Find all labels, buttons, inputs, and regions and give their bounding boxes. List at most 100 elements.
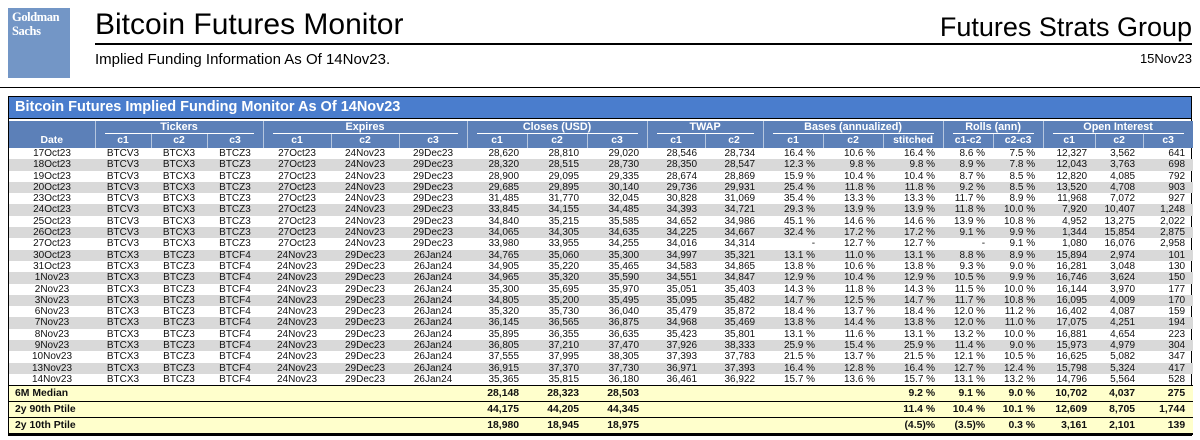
table-cell: 34,583 [666, 260, 698, 272]
table-cell: 194 [1143, 317, 1194, 329]
table-cell: BTCX3 [106, 260, 140, 272]
table-row: 20Oct23 BTCV3 BTCX3 BTCZ3 27Oct23 24Nov23 29De… [9, 181, 1194, 194]
table-cell: 35,200 [527, 294, 588, 307]
table-cell: 7,072 [1110, 193, 1136, 205]
table-cell: 9.3 % [959, 260, 986, 272]
table-cell: 24Nov23 [344, 215, 386, 227]
table-cell: 29Dec23 [331, 317, 399, 329]
table-cell: 7Nov23 [9, 317, 95, 329]
table-cell: 37,730 [587, 362, 648, 374]
summary-cell [151, 401, 207, 418]
column-header: c2-c3 [993, 134, 1044, 148]
funding-monitor-panel: Bitcoin Futures Implied Funding Monitor … [8, 96, 1194, 437]
summary-cell: 10.4 % [943, 401, 994, 418]
table-cell: 35,730 [548, 306, 580, 318]
table-cell: 15,854 [1095, 227, 1144, 239]
table-row: 25Oct23 BTCV3 BTCX3 BTCZ3 27Oct23 24Nov23 29De… [9, 216, 1193, 227]
table-cell: 35,469 [705, 317, 764, 329]
table-cell: 304 [1143, 340, 1194, 352]
table-cell: BTCF4 [219, 373, 251, 385]
table-cell: 16.4 % [763, 362, 824, 374]
table-cell: BTCX3 [162, 170, 196, 182]
table-cell: 35,215 [548, 215, 580, 227]
column-header: c3 [207, 134, 264, 148]
table-row: 13Nov23 BTCX3 BTCZ3 BTCF4 24Nov23 29Dec23 26Ja… [9, 362, 1194, 374]
table-cell: BTCF4 [219, 351, 251, 363]
table-cell: 28,900 [488, 170, 520, 182]
table-cell: 24Nov23 [344, 193, 386, 205]
table-cell: 15,973 [1043, 340, 1096, 352]
summary-cell: 10.1 % [993, 401, 1044, 418]
summary-cell [399, 401, 468, 418]
table-cell: 12.7 % [903, 238, 936, 250]
table-cell: 34,551 [647, 272, 706, 284]
table-cell: 3Nov23 [9, 294, 95, 307]
table-cell: BTCV3 [95, 227, 151, 239]
table-row: 17Oct23 BTCV3 BTCX3 BTCZ3 27Oct23 24Nov23 29De… [9, 148, 1193, 159]
table-cell: 8Nov23 [34, 328, 70, 340]
table-cell: 23Oct23 [33, 193, 71, 205]
table-row: 8Nov23 BTCX3 BTCZ3 BTCF4 24Nov23 29Dec23 26Jan… [9, 329, 1193, 340]
table-cell: 10.0 % [1003, 328, 1036, 340]
table-cell: BTCV3 [106, 148, 140, 159]
table-cell: 26Jan24 [399, 317, 468, 329]
table-cell: 11.7 % [954, 193, 986, 205]
table-cell: 29,895 [527, 181, 588, 194]
table-cell: 34,393 [647, 204, 706, 216]
table-cell: 35,815 [548, 373, 580, 385]
table-cell: BTCX3 [95, 272, 151, 284]
table-cell: 36,635 [608, 328, 640, 340]
table-cell: 24Nov23 [331, 181, 399, 194]
table-cell: 16.4 % [783, 148, 816, 159]
summary-row: 2y 90th Ptile 44,175 44,205 44,345 11.4 % 10.… [9, 401, 1194, 418]
table-cell: 16.4 % [883, 362, 944, 374]
table-cell: 11.2 % [1004, 306, 1036, 318]
table-cell: 11,968 [1057, 193, 1088, 205]
table-cell: BTCX3 [151, 204, 207, 216]
table-cell: 12.9 % [763, 272, 824, 284]
table-cell: 159 [1168, 306, 1186, 318]
table-cell: 35,895 [488, 328, 520, 340]
table-cell: BTCZ3 [163, 373, 195, 385]
table-cell: 35,465 [608, 260, 640, 272]
page-title: Bitcoin Futures Monitor [95, 8, 404, 41]
table-cell: 11.7 % [943, 294, 994, 307]
table-cell: 29Dec23 [413, 193, 454, 205]
table-cell: 26Jan24 [413, 260, 453, 272]
table-cell: BTCZ3 [151, 340, 207, 352]
table-cell: 11.8 % [883, 181, 944, 194]
table-cell: 34,840 [488, 215, 520, 227]
table-cell: BTCX3 [95, 340, 151, 352]
table-cell: BTCX3 [162, 215, 196, 227]
table-cell: 35,695 [548, 283, 580, 295]
summary-cell [95, 401, 151, 418]
table-cell: 29Dec23 [413, 148, 454, 159]
column-group-header: Open Interest [1043, 121, 1194, 134]
summary-cell [823, 417, 884, 436]
table-cell: 8.9 % [993, 249, 1044, 261]
table-cell: 25Oct23 [33, 215, 71, 227]
summary-cell: (4.5)% [883, 417, 944, 436]
table-cell: 27Oct23 [278, 238, 316, 250]
table-cell: 37,210 [527, 340, 588, 352]
table-cell: BTCF4 [207, 362, 263, 374]
table-cell: 35,585 [608, 215, 640, 227]
table-cell: 34,865 [724, 260, 756, 272]
table-cell: BTCF4 [207, 317, 263, 329]
summary-cell: 9.1 % [943, 385, 994, 402]
table-cell: BTCZ3 [207, 181, 263, 194]
table-cell: 15.9 % [783, 170, 816, 182]
table-cell: 13.3 % [843, 193, 876, 205]
table-cell: 3,562 [1110, 148, 1136, 159]
header-main: Bitcoin Futures Monitor Futures Strats G… [95, 8, 1192, 80]
column-header: c1 [95, 134, 152, 148]
table-cell: 35,479 [666, 306, 698, 318]
table-row: 24Oct23 BTCV3 BTCX3 BTCZ3 27Oct23 24Nov23 29De… [9, 204, 1194, 216]
table-header: Tickers Expires Closes (USD) TWAP Bases (ann… [9, 121, 1194, 148]
table-cell: 25.9 % [883, 340, 944, 352]
table-cell: 34,965 [467, 272, 528, 284]
table-cell: 13.8 % [783, 260, 816, 272]
table-cell: BTCV3 [106, 215, 140, 227]
table-cell: BTCX3 [106, 373, 140, 385]
table-cell: 29Dec23 [344, 260, 386, 272]
